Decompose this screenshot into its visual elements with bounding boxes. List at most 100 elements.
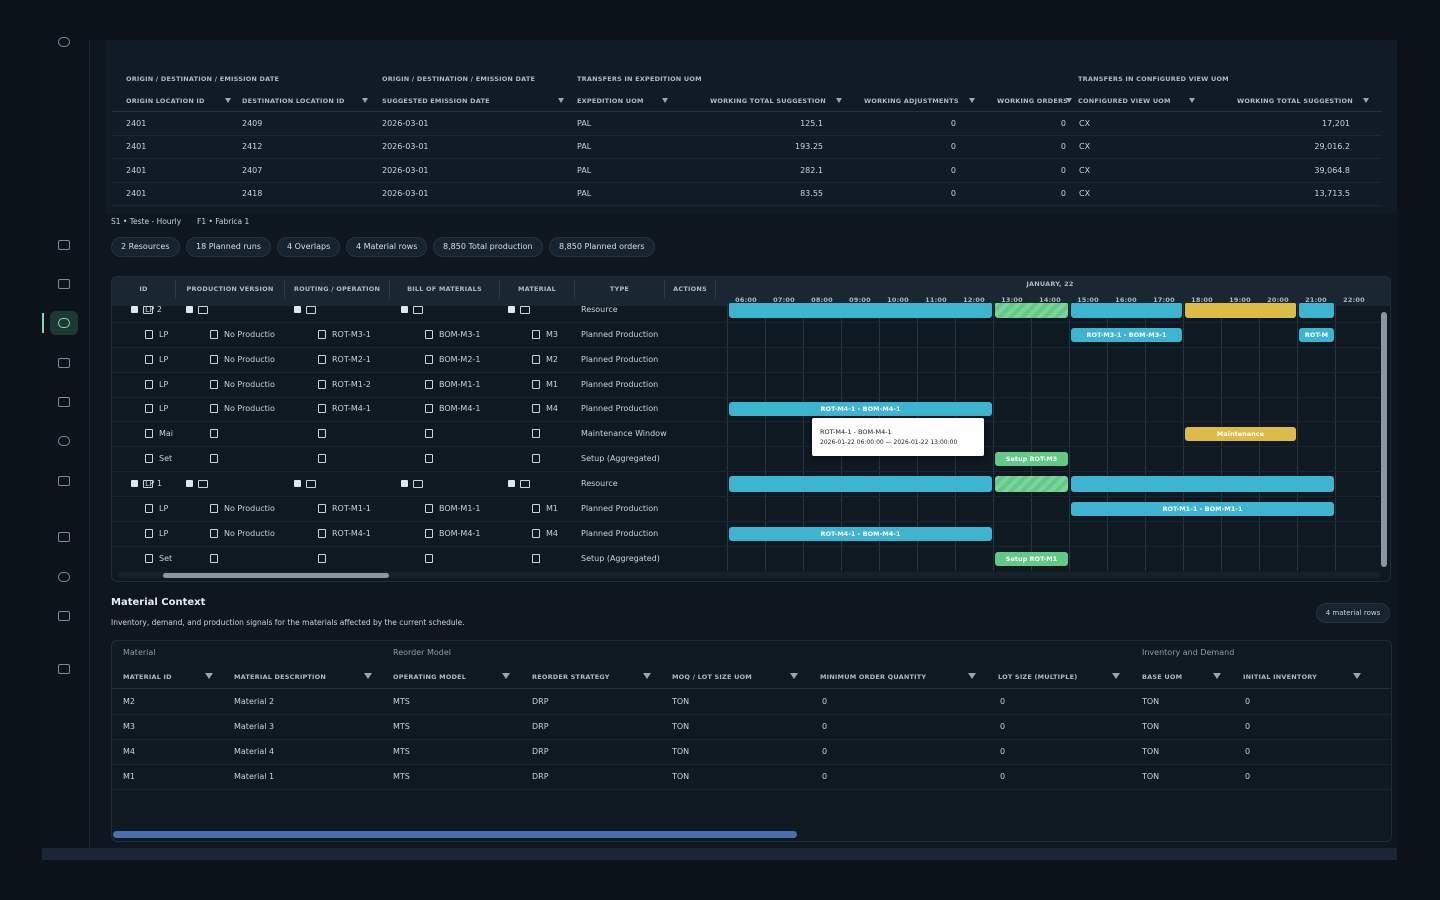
cell: Planned Production <box>581 329 659 339</box>
nav-icon <box>58 279 70 289</box>
cell: Material 1 <box>234 772 275 781</box>
doc-icon <box>425 379 433 389</box>
hour-label: 16:00 <box>1115 296 1137 304</box>
doc-icon <box>145 553 153 563</box>
gantt-bar <box>729 475 992 492</box>
cell: MTS <box>393 747 410 756</box>
cell: CX <box>1079 119 1091 128</box>
cell: Planned Production <box>581 404 659 414</box>
hour-label: 19:00 <box>1229 296 1251 304</box>
chip: 4 Overlaps <box>277 237 341 257</box>
nav-icon <box>58 240 70 250</box>
cell: M2 <box>546 354 558 364</box>
checkbox <box>294 479 301 487</box>
nav-icon <box>58 397 70 407</box>
gantt-bar <box>1071 303 1182 318</box>
row-divider <box>112 135 1382 136</box>
cell: No Productio <box>224 329 275 339</box>
hour-label: 09:00 <box>849 296 871 304</box>
cell: Planned Production <box>581 503 659 513</box>
grid-line <box>993 303 994 571</box>
cell: Setup (Aggregated) <box>581 553 660 563</box>
filter-icon <box>969 98 975 103</box>
cell: 0 <box>1245 747 1251 756</box>
doc-icon <box>318 553 326 563</box>
filter-icon <box>1353 673 1361 679</box>
cell: MTS <box>393 697 410 706</box>
cell: 2026-03-01 <box>382 189 429 199</box>
doc-icon <box>532 329 540 339</box>
doc-icon <box>145 528 153 538</box>
cell: 2401 <box>126 189 147 199</box>
cell: M1 <box>546 503 558 513</box>
doc-icon <box>145 329 153 339</box>
cell: CX <box>1079 165 1091 175</box>
gantt-col-header: TYPE <box>575 280 665 299</box>
column-header: CONFIGURED VIEW UOM <box>1078 97 1171 105</box>
nav-indicator <box>42 313 44 333</box>
column-header: OPERATING MODEL <box>393 673 467 681</box>
cell: LP <box>159 404 169 414</box>
cell: 83.55 <box>800 189 823 199</box>
nav-icon <box>58 532 70 542</box>
header-divider <box>112 688 1391 689</box>
row-divider <box>112 764 1391 765</box>
grid-line <box>1107 303 1108 571</box>
nav-icon <box>58 358 70 368</box>
header-divider <box>112 111 1382 112</box>
cell: 0 <box>950 165 956 175</box>
folder-icon <box>198 479 208 488</box>
cell: 2418 <box>242 189 263 199</box>
cell: BOM-M3-1 <box>439 329 481 339</box>
filter-icon <box>362 98 368 103</box>
grid-line <box>1031 303 1032 571</box>
cell: BOM-M1-1 <box>439 379 481 389</box>
cell: LP <box>159 528 169 538</box>
doc-icon <box>145 379 153 389</box>
filter-icon <box>364 673 372 679</box>
nav-icon <box>58 37 70 47</box>
cell: 0 <box>950 142 956 152</box>
gantt-col-header: PRODUCTION VERSION <box>176 280 285 299</box>
row-divider <box>112 520 1380 522</box>
chip: 8,850 Total production <box>433 237 543 257</box>
doc-icon <box>145 454 153 464</box>
gantt-bar: Setup ROT-M3 <box>995 452 1068 467</box>
row-divider <box>112 495 1380 497</box>
cell: 0 <box>1245 697 1251 706</box>
grid-line <box>727 303 728 571</box>
gantt-bar <box>995 475 1068 492</box>
h-scroll-track <box>118 572 1380 578</box>
nav-icon <box>58 476 70 486</box>
folder-icon <box>306 306 316 314</box>
gantt-bar: ROT-M <box>1299 327 1334 342</box>
cell: 0 <box>950 189 956 199</box>
doc-icon <box>318 528 326 538</box>
cell: 0 <box>1245 722 1251 731</box>
column-header: INITIAL INVENTORY <box>1243 673 1318 681</box>
gantt-header <box>112 277 1390 306</box>
group-header: Reorder Model <box>393 648 452 657</box>
context: S1 • Teste - Hourly <box>111 217 182 226</box>
doc-icon <box>532 429 540 439</box>
column-header: WORKING TOTAL SUGGESTION <box>710 97 826 105</box>
cell: M3 <box>546 329 558 339</box>
gantt-bar: ROT-M1-1 - BOM-M1-1 <box>1071 501 1334 516</box>
bottom-strip <box>42 848 1397 860</box>
cell: Maintenance Window <box>581 429 667 439</box>
cell: M1 <box>546 379 558 389</box>
doc-icon <box>318 329 326 339</box>
filter-icon <box>1066 98 1072 103</box>
folder-icon <box>306 479 316 488</box>
material-panel <box>111 640 1392 842</box>
column-header: EXPEDITION UOM <box>577 97 644 105</box>
cell: Resource <box>581 478 618 488</box>
folder-icon <box>198 306 208 314</box>
hour-label: 06:00 <box>735 296 757 304</box>
doc-icon <box>425 503 433 513</box>
cell: PAL <box>577 142 592 152</box>
doc-icon <box>532 354 540 364</box>
row-divider <box>112 789 1391 790</box>
row-divider <box>112 322 1380 323</box>
cell: Setup (Aggregated) <box>581 454 660 464</box>
